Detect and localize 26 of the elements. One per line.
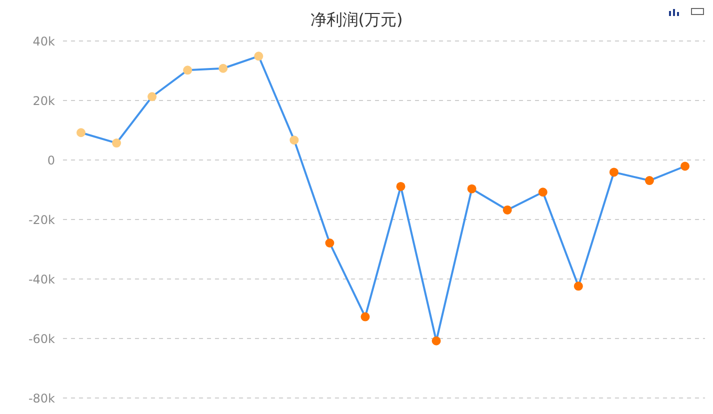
point: [396, 182, 406, 191]
y-tick-label: 20k: [32, 94, 56, 108]
point: [112, 138, 122, 148]
y-tick-label: 0: [47, 153, 55, 168]
point: [680, 162, 690, 171]
point: [148, 92, 157, 102]
point: [644, 176, 654, 186]
y-tick-label: 40k: [32, 34, 56, 48]
chart-title: 净利润(万元): [309, 10, 404, 31]
y-tick-label: -20k: [28, 212, 56, 227]
point: [218, 64, 228, 73]
y-tick-label: -60k: [28, 332, 56, 346]
point: [538, 188, 548, 197]
point: [290, 136, 299, 145]
point: [502, 205, 512, 214]
y-tick-label: -40k: [28, 272, 56, 286]
point: [325, 238, 334, 248]
point: [574, 282, 583, 291]
point: [432, 336, 441, 346]
point: [183, 66, 192, 75]
point: [609, 168, 618, 177]
point: [254, 52, 264, 61]
point: [467, 184, 476, 194]
point: [360, 312, 370, 322]
y-tick-label: -80k: [28, 391, 56, 406]
point: [76, 128, 86, 138]
